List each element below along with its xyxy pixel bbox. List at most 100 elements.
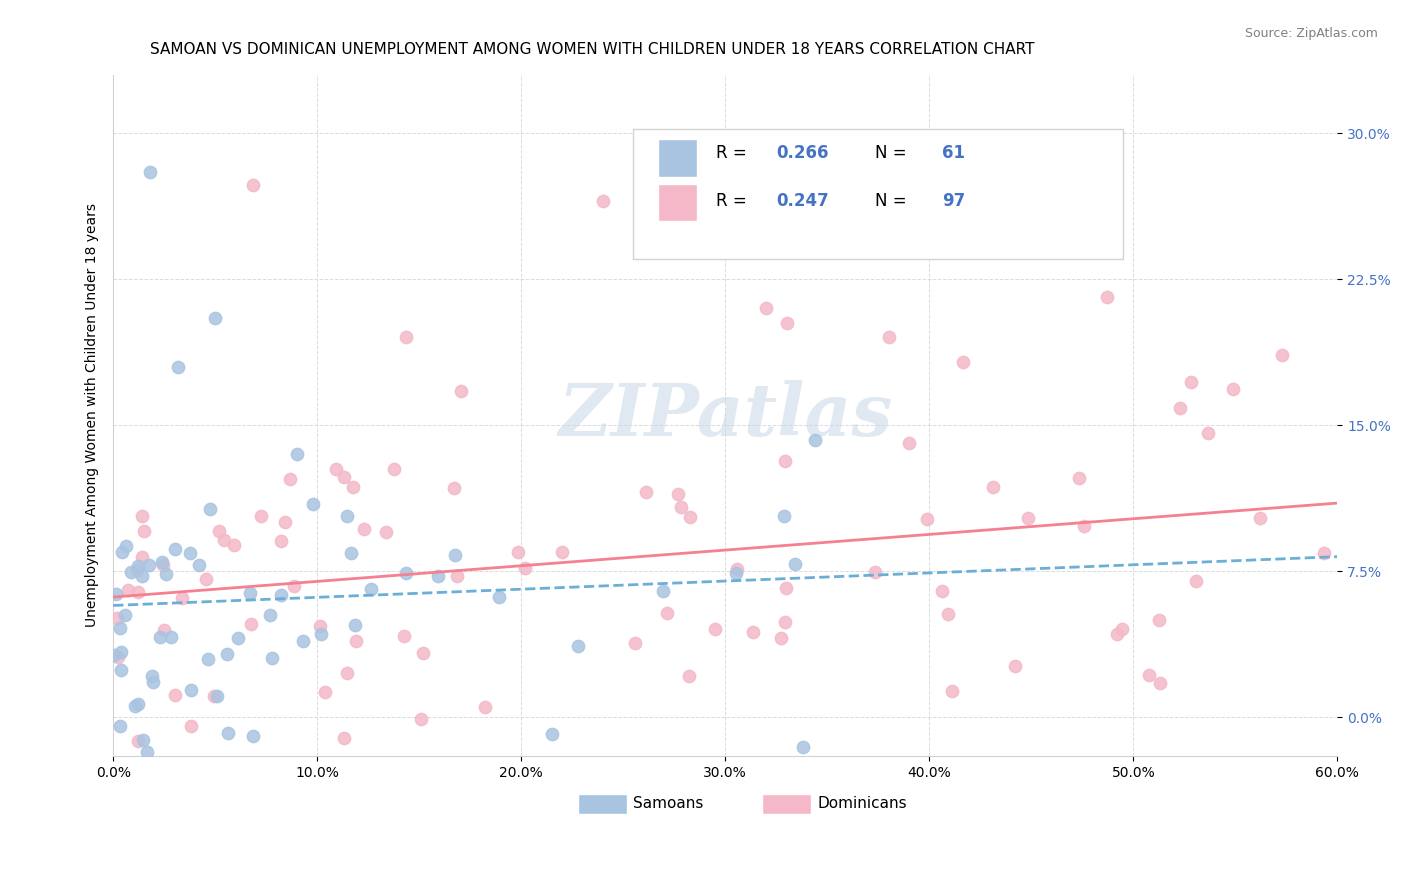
- Point: [898, 436, 921, 450]
- Point: [488, 590, 510, 604]
- Point: [262, 651, 284, 665]
- Point: [547, 781, 569, 796]
- Point: [117, 583, 139, 598]
- Text: 97: 97: [942, 192, 966, 210]
- Point: [333, 470, 356, 484]
- Point: [755, 301, 778, 316]
- Point: [239, 586, 262, 600]
- Point: [274, 515, 297, 529]
- Text: R =: R =: [716, 192, 751, 210]
- Point: [103, 648, 125, 663]
- Bar: [658, 184, 697, 221]
- Point: [132, 524, 155, 538]
- Point: [773, 509, 796, 524]
- Point: [127, 584, 149, 599]
- Point: [1073, 518, 1095, 533]
- Point: [333, 731, 356, 745]
- Point: [804, 433, 827, 447]
- Text: Source: ZipAtlas.com: Source: ZipAtlas.com: [1244, 27, 1378, 40]
- Point: [443, 481, 465, 495]
- Point: [150, 555, 173, 569]
- Point: [931, 583, 953, 598]
- Point: [1197, 426, 1219, 441]
- Point: [411, 712, 433, 726]
- Point: [336, 508, 359, 523]
- Point: [131, 508, 153, 523]
- Point: [180, 719, 202, 733]
- Point: [291, 633, 314, 648]
- Point: [426, 569, 449, 583]
- Point: [325, 462, 347, 476]
- Point: [1180, 375, 1202, 389]
- Point: [952, 355, 974, 369]
- Point: [1222, 383, 1244, 397]
- Point: [314, 685, 336, 699]
- Text: N =: N =: [875, 192, 911, 210]
- Point: [785, 557, 807, 571]
- Point: [226, 631, 249, 645]
- Point: [131, 569, 153, 583]
- Point: [302, 497, 325, 511]
- Point: [655, 607, 678, 621]
- Point: [775, 454, 797, 468]
- Point: [127, 698, 149, 712]
- Point: [775, 615, 797, 630]
- Text: 0.266: 0.266: [776, 144, 830, 162]
- Point: [259, 608, 281, 623]
- Point: [981, 480, 1004, 494]
- Text: SAMOAN VS DOMINICAN UNEMPLOYMENT AMONG WOMEN WITH CHILDREN UNDER 18 YEARS CORREL: SAMOAN VS DOMINICAN UNEMPLOYMENT AMONG W…: [150, 42, 1035, 57]
- Point: [339, 546, 361, 560]
- Text: R =: R =: [716, 144, 751, 162]
- Point: [741, 624, 763, 639]
- Point: [792, 740, 814, 755]
- Point: [374, 524, 396, 539]
- Point: [1017, 510, 1039, 524]
- Point: [770, 631, 793, 645]
- Point: [110, 645, 132, 659]
- Point: [1271, 348, 1294, 362]
- Point: [136, 745, 159, 759]
- Point: [678, 669, 700, 683]
- Point: [222, 538, 245, 552]
- Point: [727, 562, 749, 576]
- Point: [342, 480, 364, 494]
- Point: [395, 566, 418, 580]
- Point: [131, 549, 153, 564]
- Point: [242, 178, 264, 193]
- Point: [153, 761, 176, 775]
- Point: [285, 447, 308, 461]
- Point: [104, 587, 127, 601]
- Point: [215, 647, 238, 661]
- Point: [1168, 401, 1191, 415]
- Point: [204, 311, 226, 326]
- Point: [652, 584, 675, 599]
- Point: [360, 582, 382, 596]
- Point: [270, 588, 292, 602]
- Point: [336, 665, 359, 680]
- Point: [202, 689, 225, 703]
- Point: [107, 650, 129, 665]
- Point: [634, 484, 657, 499]
- Y-axis label: Unemployment Among Women with Children Under 18 years: Unemployment Among Women with Children U…: [86, 203, 100, 627]
- Point: [382, 462, 405, 476]
- Point: [1312, 546, 1334, 560]
- Text: 61: 61: [942, 144, 965, 162]
- Text: N =: N =: [875, 144, 911, 162]
- Point: [474, 699, 496, 714]
- Point: [513, 561, 536, 575]
- Point: [679, 510, 702, 524]
- Point: [392, 629, 415, 643]
- Point: [217, 726, 239, 740]
- Point: [114, 607, 136, 622]
- Point: [232, 792, 254, 806]
- Point: [153, 623, 176, 637]
- Point: [450, 384, 472, 399]
- Point: [155, 566, 177, 581]
- Point: [1147, 613, 1170, 627]
- Bar: [578, 794, 627, 814]
- Text: Samoans: Samoans: [634, 797, 704, 812]
- Point: [108, 719, 131, 733]
- Point: [110, 663, 132, 677]
- Point: [132, 733, 155, 747]
- Point: [124, 699, 146, 714]
